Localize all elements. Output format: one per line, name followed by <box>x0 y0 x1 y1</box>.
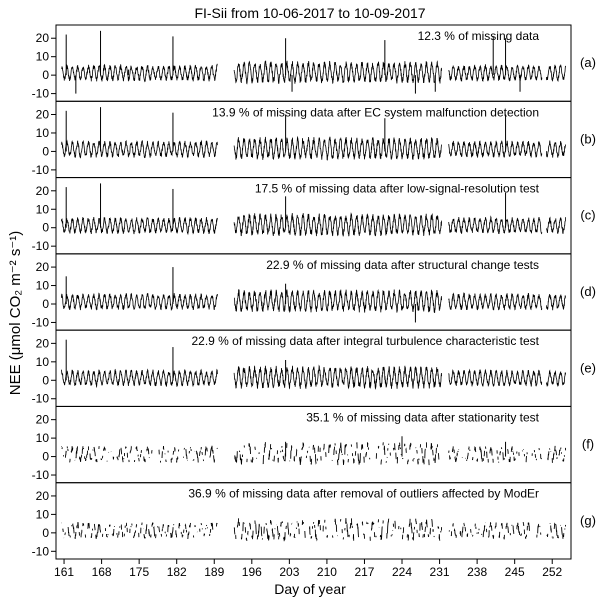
y-tick-label: -10 <box>32 87 50 101</box>
y-tick-label: 0 <box>42 297 49 311</box>
y-axis-label: NEE (μmol CO₂ m⁻² s⁻¹) <box>7 231 24 395</box>
panels-group: -10 0 10 20 12.3 % of missing data (a) -10 0 10 2… <box>32 24 596 560</box>
y-tick-label: -10 <box>32 163 50 177</box>
panel-label: (c) <box>580 208 595 223</box>
panel-frame <box>55 482 572 560</box>
y-tick-label: 0 <box>42 526 49 540</box>
x-tick-label: 175 <box>129 565 149 579</box>
nee-series-line <box>61 518 567 542</box>
panel-label: (e) <box>580 360 596 375</box>
panel-annotation: 22.9 % of missing data after integral tu… <box>191 334 539 348</box>
y-tick-label: -10 <box>32 392 50 406</box>
panel-annotation: 13.9 % of missing data after EC system m… <box>212 105 539 119</box>
panel-annotation: 35.1 % of missing data after stationarit… <box>306 410 539 424</box>
x-tick-label: 231 <box>430 565 450 579</box>
panel-label: (g) <box>580 513 596 528</box>
x-tick-label: 238 <box>467 565 487 579</box>
y-tick-label: 20 <box>36 489 50 503</box>
y-tick-label: 10 <box>36 279 50 293</box>
x-tick-label: 252 <box>542 565 562 579</box>
x-tick-label: 189 <box>204 565 224 579</box>
y-tick-label: -10 <box>32 544 50 558</box>
y-tick-label: 0 <box>42 450 49 464</box>
nee-series-line <box>61 289 566 314</box>
x-tick-label: 196 <box>242 565 262 579</box>
panel-label: (b) <box>580 131 596 146</box>
panel-label: (a) <box>580 55 596 70</box>
nee-series-line <box>61 212 566 237</box>
panel-label: (f) <box>582 437 594 452</box>
y-tick-label: 10 <box>36 202 50 216</box>
panel-annotation: 22.9 % of missing data after structural … <box>266 258 539 272</box>
panel-b: -10 0 10 20 13.9 % of missing data after EC … <box>32 100 596 179</box>
nee-series-line <box>60 442 567 466</box>
panel-c: -10 0 10 20 17.5 % of missing data after low… <box>32 177 596 255</box>
nee-series-line <box>61 60 566 85</box>
nee-series-line <box>61 364 566 390</box>
y-tick-label: 20 <box>36 413 50 427</box>
y-tick-label: 20 <box>36 31 50 45</box>
y-tick-label: 20 <box>36 184 50 198</box>
y-tick-label: -10 <box>32 239 50 253</box>
y-tick-label: 0 <box>42 68 49 82</box>
x-tick-label: 161 <box>54 565 74 579</box>
y-tick-label: 0 <box>42 144 49 158</box>
x-tick-label: 217 <box>354 565 374 579</box>
y-tick-label: 20 <box>36 336 50 350</box>
panel-label: (d) <box>580 284 596 299</box>
x-tick-label: 182 <box>167 565 187 579</box>
panel-a: -10 0 10 20 12.3 % of missing data (a) <box>32 24 596 102</box>
y-tick-label: 10 <box>36 507 50 521</box>
x-tick-label: 168 <box>92 565 112 579</box>
y-tick-label: 10 <box>36 126 50 140</box>
panel-f: -10 0 10 20 35.1 % of missing data after sta… <box>32 405 594 484</box>
panel-annotation: 12.3 % of missing data <box>418 29 540 43</box>
y-tick-label: 10 <box>36 355 50 369</box>
panel-annotation: 36.9 % of missing data after removal of … <box>188 487 539 501</box>
y-tick-label: 20 <box>36 108 50 122</box>
panel-e: -10 0 10 20 22.9 % of missing data after int… <box>32 329 596 407</box>
y-tick-label: -10 <box>32 468 50 482</box>
panel-annotation: 17.5 % of missing data after low-signal-… <box>255 182 540 196</box>
x-axis-label: Day of year <box>274 581 346 597</box>
x-tick-label: 203 <box>279 565 299 579</box>
x-tick-label: 210 <box>317 565 337 579</box>
x-tick-label: 245 <box>505 565 525 579</box>
x-axis: 161 168 175 182 189 196 203 210 217 224 231 238 245 2… <box>54 559 563 579</box>
y-tick-label: 0 <box>42 373 49 387</box>
panel-d: -10 0 10 20 22.9 % of missing data after str… <box>32 253 596 331</box>
chart-title: FI-Sii from 10-06-2017 to 10-09-2017 <box>194 5 425 21</box>
x-tick-label: 224 <box>392 565 412 579</box>
nee-series-line <box>61 135 566 161</box>
y-tick-label: 10 <box>36 50 50 64</box>
y-tick-label: 20 <box>36 260 50 274</box>
y-tick-label: 0 <box>42 221 49 235</box>
panel-g: -10 0 10 20 36.9 % of missing data after rem… <box>32 482 596 560</box>
y-tick-label: 10 <box>36 431 50 445</box>
y-tick-label: -10 <box>32 315 50 329</box>
